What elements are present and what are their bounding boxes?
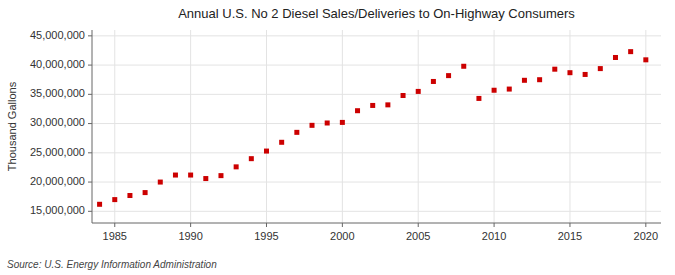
y-axis-label: Thousand Gallons [6,81,18,171]
point: 2012: 37400000 [522,78,527,83]
x-tick [418,223,419,227]
x-tick [645,223,646,227]
y-tick [88,123,92,124]
y-tick [88,65,92,66]
point: 1987: 18200000 [143,190,148,195]
point: 1984: 16200000 [97,202,102,207]
point: 2015: 38700000 [567,70,572,75]
y-tick [88,182,92,183]
grid-line [92,65,661,66]
title: Annual U.S. No 2 Diesel Sales/Deliveries… [178,6,575,21]
x-tick-label: 2000 [330,230,354,242]
grid [92,30,661,223]
point: 1996: 26800000 [279,140,284,145]
point: 2001: 32200000 [355,108,360,113]
source-note: Source: U.S. Energy Information Administ… [7,259,217,270]
point: 1993: 22600000 [234,164,239,169]
point: 1997: 28500000 [294,130,299,135]
point: 2002: 33100000 [370,103,375,108]
x-tick [494,223,495,227]
x-tick-label: 1985 [103,230,127,242]
grid-line [92,182,661,183]
grid-line [494,30,495,223]
point: 2014: 39300000 [552,67,557,72]
grid-line [92,211,661,212]
point: 1985: 17000000 [112,197,117,202]
point: 1986: 17700000 [127,193,132,198]
points: 1984: 16200000 1985: 17000000 1986: 177000… [97,49,648,207]
point: 2006: 37200000 [431,79,436,84]
x-tick [114,223,115,227]
y-tick-label: 20,000,000 [30,175,85,187]
grid-line [92,35,661,36]
y-tick [88,152,92,153]
point: 2010: 35700000 [492,88,497,93]
y-tick-label: 25,000,000 [30,146,85,158]
point: 2005: 35500000 [416,89,421,94]
point: 1991: 20600000 [203,176,208,181]
axes: 15,000,000 20,000,000 25,000,000 30,000,000… [30,29,661,242]
point: 1990: 21200000 [188,173,193,178]
x-tick [266,223,267,227]
x-tick-label: 2010 [482,230,506,242]
grid-line [114,30,115,223]
y-tick-label: 30,000,000 [30,116,85,128]
grid-line [266,30,267,223]
x-tick-label: 1990 [178,230,202,242]
y-tick-label: 15,000,000 [30,204,85,216]
grid-line [418,30,419,223]
chart: 15,000,000 20,000,000 25,000,000 30,000,000… [0,0,675,275]
grid-line [92,152,661,153]
x-tick-label: 2020 [634,230,658,242]
point: 2008: 39800000 [461,64,466,69]
point: 1989: 21200000 [173,173,178,178]
point: 1988: 20000000 [158,180,163,185]
point: 1999: 30100000 [325,120,330,125]
y-tick-label: 40,000,000 [30,58,85,70]
point: 2017: 39400000 [598,66,603,71]
y-tick [88,35,92,36]
y-tick-label: 35,000,000 [30,87,85,99]
point: 1994: 24000000 [249,156,254,161]
x-tick-label: 2005 [406,230,430,242]
grid-line [342,30,343,223]
y-tick-label: 45,000,000 [30,29,85,41]
point: 2004: 34800000 [401,93,406,98]
point: 2000: 30200000 [340,120,345,125]
grid-line [569,30,570,223]
point: 2019: 42300000 [628,49,633,54]
point: 2003: 33200000 [385,102,390,107]
point: 1998: 29700000 [310,123,315,128]
point: 2009: 34300000 [476,96,481,101]
x-tick-label: 1995 [254,230,278,242]
point: 1992: 21100000 [218,173,223,178]
point: 2016: 38400000 [583,72,588,77]
point: 2007: 38200000 [446,73,451,78]
x-tick [342,223,343,227]
point: 2011: 35900000 [507,87,512,92]
point: 2020: 40900000 [643,57,648,62]
point: 2013: 37500000 [537,77,542,82]
y-tick [88,94,92,95]
y-tick [88,211,92,212]
grid-line [92,123,661,124]
grid-line [92,94,661,95]
x-tick [190,223,191,227]
x-tick [569,223,570,227]
y-axis-line [92,30,93,223]
plot-background [92,30,661,223]
grid-line [190,30,191,223]
point: 2018: 41300000 [613,55,618,60]
point: 1995: 25300000 [264,149,269,154]
x-axis-line [92,223,661,224]
x-tick-label: 2015 [558,230,582,242]
